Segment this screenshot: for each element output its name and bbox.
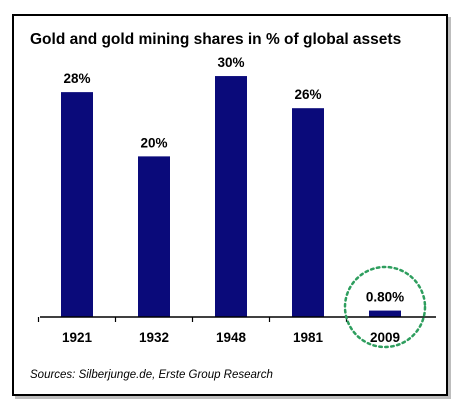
x-tick-1948: 1948: [216, 330, 247, 345]
source-note: Sources: Silberjunge.de, Erste Group Res…: [30, 369, 273, 381]
x-tick-1932: 1932: [139, 330, 169, 345]
data-label-1921: 28%: [63, 71, 90, 86]
highlight-circle: [343, 265, 427, 349]
data-label-1932: 20%: [140, 135, 167, 150]
data-labels-group: 28% 20% 30% 26% 0.80%: [63, 55, 404, 305]
data-label-2009: 0.80%: [366, 290, 404, 305]
chart-title: Gold and gold mining shares in % of glob…: [30, 31, 401, 48]
bar-1921: [61, 92, 93, 317]
bar-1981: [292, 108, 324, 317]
data-label-1981: 26%: [294, 87, 321, 102]
bar-2009: [369, 310, 401, 317]
bar-1932: [138, 156, 170, 317]
x-tick-2009: 2009: [370, 330, 400, 345]
bar-1948: [215, 76, 247, 317]
x-tick-1981: 1981: [293, 330, 324, 345]
x-tick-1921: 1921: [62, 330, 93, 345]
x-ticks-group: 1921 1932 1948 1981 2009: [37, 317, 400, 345]
bars-group: [61, 76, 401, 317]
data-label-1948: 30%: [217, 55, 244, 70]
